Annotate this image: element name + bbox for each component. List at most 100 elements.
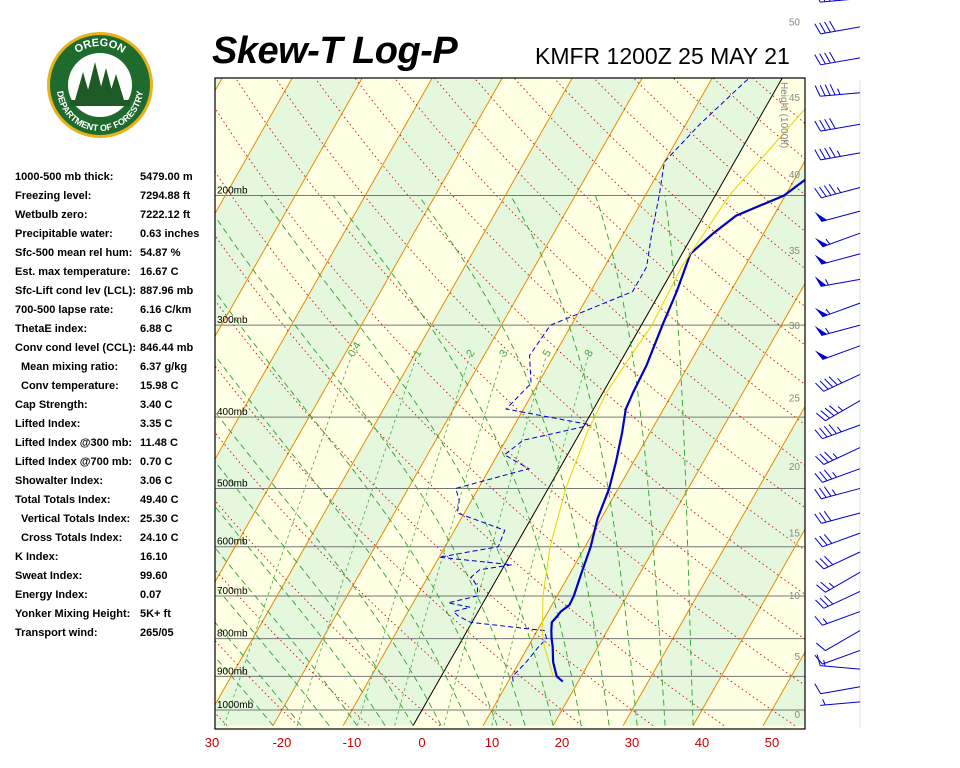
param-label: 1000-500 mb thick: [15, 171, 114, 183]
wind-barb [816, 571, 861, 593]
param-label: Yonker Mixing Height: [15, 608, 131, 620]
pressure-label: 1000mb [217, 700, 254, 711]
isotherm-line [272, 78, 643, 726]
param-value: 11.48 C [140, 437, 178, 449]
isotherm-line [215, 78, 573, 706]
pressure-label: 300mb [217, 315, 248, 326]
pressure-label: 700mb [217, 586, 248, 597]
param-label: Mean mixing ratio: [21, 361, 119, 373]
isotherm-line [0, 0, 72, 726]
param-label: Sfc-Lift cond lev (LCL): [15, 285, 136, 297]
param-row: Vertical Totals Index: 25.30 C [15, 510, 215, 529]
height-tick-label: 0 [794, 710, 800, 721]
wind-barb [814, 276, 861, 287]
isotherm-line [215, 78, 293, 215]
height-axis-title: Height (1000ft) [778, 82, 789, 148]
height-tick-label: 10 [789, 591, 801, 602]
isotherm-line [833, 0, 960, 726]
wind-barb [814, 683, 861, 695]
isotherm-line [622, 405, 805, 726]
wind-barb [814, 302, 861, 318]
mixing-ratio-label: 3 [497, 348, 510, 359]
dry-adiabat [215, 712, 228, 726]
param-row: Lifted Index @700 mb: 0.70 C [15, 453, 215, 472]
param-value: 16.10 [140, 551, 168, 563]
pressure-label: 500mb [217, 478, 248, 489]
param-label: Showalter Index: [15, 475, 104, 487]
param-value: 5K+ ft [140, 608, 171, 620]
param-label: Cap Strength: [15, 399, 88, 411]
moist-adiabat [510, 195, 638, 726]
moist-adiabat [664, 195, 694, 726]
moist-adiabat [215, 546, 358, 726]
moist-adiabat [260, 195, 554, 726]
mixing-ratio-label: 8 [583, 348, 596, 359]
param-label: Cross Totals Index: [21, 532, 123, 544]
param-label: Sfc-500 mean rel hum: [15, 247, 133, 259]
wind-barb [814, 146, 861, 161]
wind-barb [814, 20, 861, 35]
mixing-ratio-label: 2 [464, 348, 477, 359]
isotherm-line [215, 78, 433, 461]
dry-adiabat [215, 171, 796, 726]
param-value: 3.06 C [140, 475, 173, 487]
x-tick-label: -10 [343, 735, 362, 750]
x-tick-label: 30 [625, 735, 639, 750]
isotherm-line [215, 78, 363, 338]
param-value: 846.44 mb [140, 342, 194, 354]
station-time-label: KMFR 1200Z 25 MAY 21 [535, 43, 790, 69]
param-row: Sfc-Lift cond lev (LCL): 887.96 mb [15, 282, 215, 301]
param-value: 24.10 C [140, 532, 179, 544]
wind-barb [815, 373, 861, 392]
wind-barb [814, 345, 861, 360]
temperature-line [550, 178, 805, 683]
moist-adiabat [215, 460, 414, 726]
wind-barb [814, 210, 861, 222]
moist-adiabat [215, 215, 526, 726]
height-tick-label: 30 [789, 321, 801, 332]
param-value: 3.35 C [140, 418, 173, 430]
param-label: Lifted Index @300 mb: [15, 437, 133, 449]
param-row: Freezing level: 7294.88 ft [15, 187, 215, 206]
pressure-label: 200mb [217, 186, 248, 197]
param-value: 5479.00 m [140, 171, 193, 183]
height-tick-label: 25 [789, 393, 801, 404]
param-row: Total Totals Index: 49.40 C [15, 491, 215, 510]
param-label: Conv cond level (CCL): [15, 342, 137, 354]
wind-barb [814, 468, 861, 483]
param-row: Sweat Index: 99.60 [15, 567, 215, 586]
param-label: 700-500 lapse rate: [15, 304, 114, 316]
mixing-ratio-label: 5 [541, 348, 554, 359]
param-row: Conv cond level (CCL): 846.44 mb [15, 339, 215, 358]
height-tick-label: 40 [789, 170, 801, 181]
param-row: Yonker Mixing Height: 5K+ ft [15, 605, 215, 624]
param-label: Vertical Totals Index: [21, 513, 131, 525]
param-label: Sweat Index: [15, 570, 83, 582]
param-label: Lifted Index: [15, 418, 81, 430]
wind-barb [815, 590, 861, 609]
wind-barb [814, 84, 861, 97]
height-tick-label: 15 [789, 529, 801, 540]
wind-barb [815, 447, 861, 465]
isotherm-band [215, 78, 643, 726]
wind-barb [814, 486, 861, 500]
isotherm-line [482, 159, 805, 726]
wind-barb [815, 551, 861, 570]
param-value: 265/05 [140, 627, 174, 639]
svg-text:OREGON: OREGON [73, 37, 128, 56]
wind-barb [814, 424, 861, 440]
param-value: 99.60 [140, 570, 168, 582]
x-tick-label: 30 [205, 735, 219, 750]
isotherm-line [215, 78, 503, 583]
param-value: 7294.88 ft [140, 190, 191, 202]
param-row: Cross Totals Index: 24.10 C [15, 529, 215, 548]
param-label: ThetaE index: [15, 323, 88, 335]
param-value: 0.07 [140, 589, 162, 601]
dry-adiabat [473, 78, 805, 385]
param-row: Mean mixing ratio: 6.37 g/kg [15, 358, 215, 377]
param-label: K Index: [15, 551, 59, 563]
height-tick-label: 50 [789, 17, 801, 28]
wind-barb [814, 253, 861, 265]
wind-barb [814, 184, 861, 199]
